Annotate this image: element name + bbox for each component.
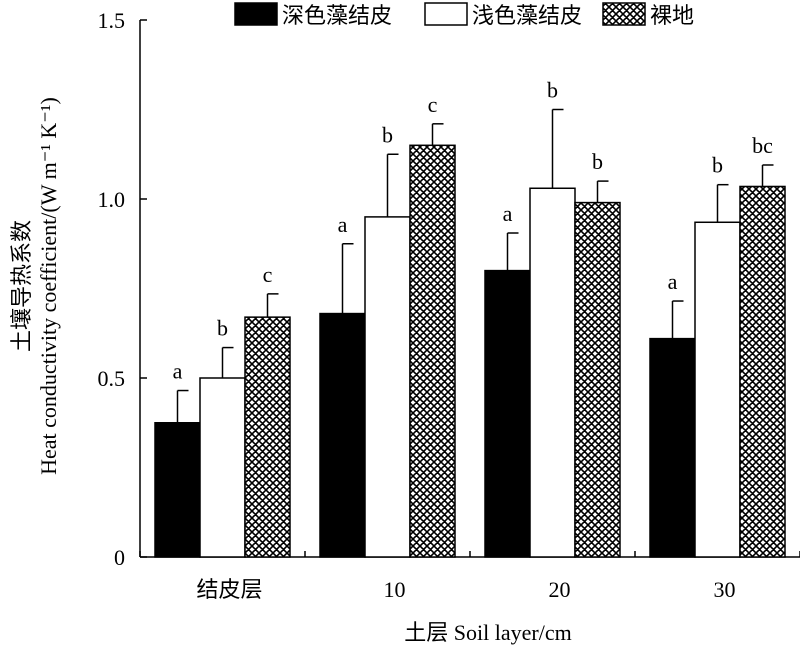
significance-label: b (547, 78, 558, 103)
y-tick-label: 0 (114, 545, 125, 570)
y-tick-label: 1.5 (98, 8, 126, 33)
x-tick-label: 30 (714, 577, 736, 602)
bar (649, 337, 696, 558)
bar (364, 216, 411, 558)
bar (739, 185, 786, 558)
significance-label: a (503, 201, 513, 226)
bar (154, 422, 201, 558)
legend-label: 裸地 (650, 4, 694, 29)
significance-label: b (217, 316, 228, 341)
legend-label: 浅色藻结皮 (472, 4, 582, 29)
y-axis-title-en: Heat conductivity coefficient/(W m⁻¹ K⁻¹… (36, 97, 61, 475)
error-bars (176, 108, 774, 423)
significance-label: b (382, 122, 393, 147)
y-tick-label: 1.0 (98, 187, 126, 212)
bar (694, 221, 741, 558)
significance-label: c (263, 262, 273, 287)
significance-label: a (668, 269, 678, 294)
x-tick-label: 20 (549, 577, 571, 602)
y-axis-title-cn: 土壤导热系数 (9, 220, 34, 352)
legend-swatch (234, 2, 278, 26)
significance-label: a (338, 212, 348, 237)
x-tick-label: 10 (384, 577, 406, 602)
x-axis-title: 土层 Soil layer/cm (404, 620, 571, 645)
legend-label: 深色藻结皮 (282, 4, 392, 29)
x-tick-label: 结皮层 (196, 577, 262, 602)
y-tick-label: 0.5 (98, 366, 126, 391)
legend: 深色藻结皮 浅色藻结皮 裸地 (234, 2, 694, 29)
legend-swatch (602, 2, 646, 26)
significance-label: b (712, 153, 723, 178)
significance-label: bc (752, 133, 773, 158)
significance-label: b (592, 149, 603, 174)
significance-label: a (173, 359, 183, 384)
bar (529, 187, 576, 558)
bars (154, 144, 786, 558)
bar (484, 269, 531, 558)
bar (409, 144, 456, 558)
axes: 0 0.5 1.0 1.5 结皮层 10 20 30 (98, 8, 800, 602)
bar (244, 316, 291, 558)
bar (199, 377, 246, 558)
bar (319, 312, 366, 558)
legend-swatch (424, 2, 468, 26)
significance-label: c (428, 92, 438, 117)
bar (574, 201, 621, 558)
